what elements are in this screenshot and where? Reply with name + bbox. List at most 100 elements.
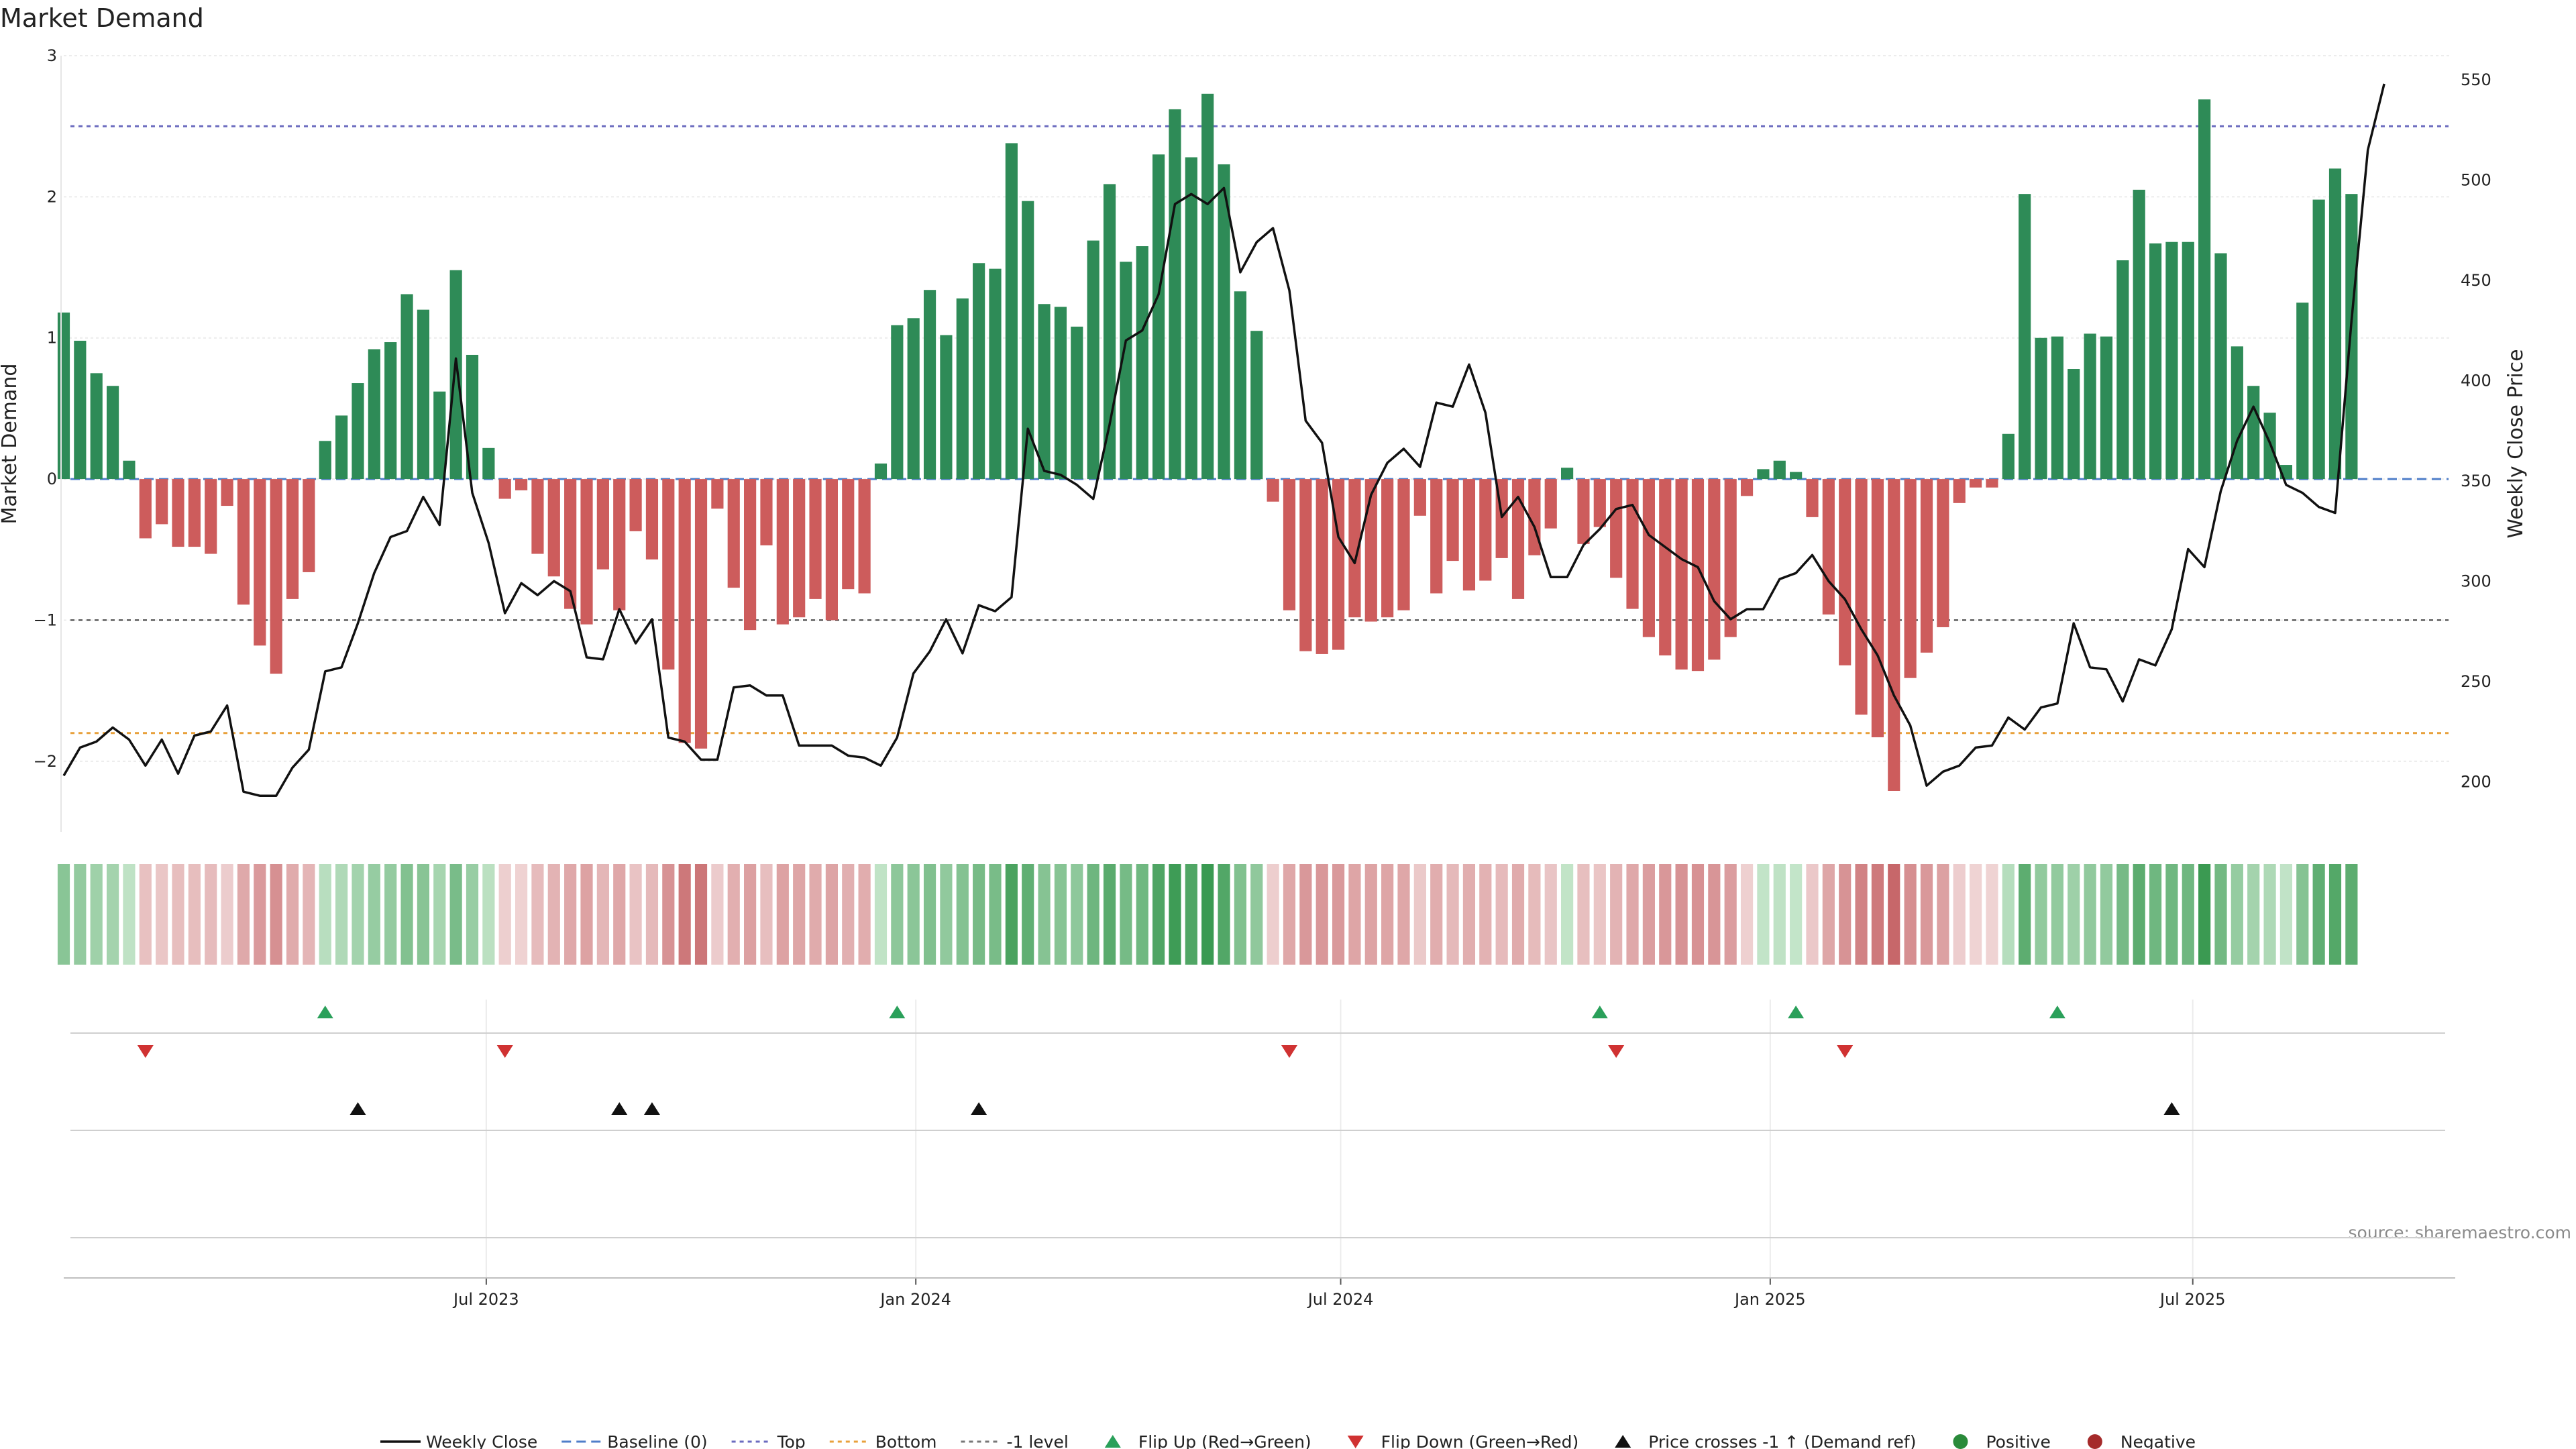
demand-bar xyxy=(1740,479,1754,496)
color-strip-cell xyxy=(1790,864,1803,965)
color-strip-cell xyxy=(1855,864,1868,965)
color-strip-cell xyxy=(1691,864,1705,965)
demand-bar xyxy=(1381,479,1394,618)
color-strip-cell xyxy=(515,864,528,965)
demand-bar xyxy=(580,479,593,625)
demand-bar xyxy=(1642,479,1655,637)
demand-bar xyxy=(139,479,152,539)
color-strip-cell xyxy=(1757,864,1770,965)
color-strip-cell xyxy=(368,864,380,965)
demand-bar xyxy=(1511,479,1525,599)
flip-down-marker xyxy=(1837,1045,1854,1058)
price-cross-marker xyxy=(611,1102,628,1115)
color-strip-cell xyxy=(923,864,936,965)
demand-bar xyxy=(384,342,397,480)
demand-bar xyxy=(1430,479,1443,594)
y-tick-label: −2 xyxy=(34,752,57,771)
demand-bar xyxy=(629,479,642,531)
y-axis-title: Market Demand xyxy=(0,364,21,525)
y2-tick-label: 550 xyxy=(2461,70,2491,89)
color-strip-cell xyxy=(156,864,168,965)
legend-marker xyxy=(1615,1435,1631,1448)
demand-bar xyxy=(433,391,446,480)
color-strip-cell xyxy=(662,864,675,965)
color-strip-cell xyxy=(1381,864,1394,965)
color-strip-cell xyxy=(2068,864,2080,965)
color-strip-cell xyxy=(2019,864,2031,965)
demand-bar xyxy=(368,349,380,480)
demand-bar xyxy=(1038,304,1051,480)
demand-bar xyxy=(1201,93,1214,480)
axes: −2 −1 0 1 2 3 200 250 300 350 400 450 500 550 Jul 2023… xyxy=(34,46,2491,1309)
flip-up-marker xyxy=(317,1006,333,1018)
demand-bar xyxy=(2165,241,2178,480)
color-strip-cell xyxy=(1822,864,1835,965)
color-strip-cell xyxy=(1234,864,1246,965)
price-cross-markers xyxy=(350,1102,2180,1115)
demand-bar xyxy=(973,263,985,480)
color-strip-cell xyxy=(335,864,348,965)
color-strip-cell xyxy=(205,864,217,965)
demand-bar xyxy=(2133,189,2145,480)
legend-marker xyxy=(1347,1436,1364,1448)
demand-bar xyxy=(613,479,626,610)
demand-bar xyxy=(1561,468,1574,480)
x-tick-label: Jul 2024 xyxy=(1307,1290,1374,1309)
y-tick-label: 3 xyxy=(47,46,57,65)
color-strip-cell xyxy=(172,864,184,965)
demand-bar xyxy=(1937,479,1949,627)
demand-bar xyxy=(1839,479,1851,665)
demand-bar xyxy=(907,318,920,480)
color-strip-cell xyxy=(1152,864,1165,965)
color-strip-cell xyxy=(188,864,201,965)
color-strip-cell xyxy=(303,864,315,965)
y-tick-label: −1 xyxy=(34,610,57,629)
color-strip-cell xyxy=(1054,864,1067,965)
color-strip-cell xyxy=(1740,864,1754,965)
demand-bar xyxy=(1462,479,1476,591)
demand-bar xyxy=(417,309,430,480)
y2-tick-label: 300 xyxy=(2461,572,2491,590)
color-strip-cell xyxy=(531,864,544,965)
demand-bar xyxy=(205,479,217,554)
color-strip-cell xyxy=(1316,864,1328,965)
color-strip-cell xyxy=(2035,864,2047,965)
demand-bar xyxy=(172,479,184,547)
demand-bar xyxy=(2149,243,2162,480)
color-strip-cell xyxy=(1479,864,1492,965)
legend-marker xyxy=(1953,1434,1968,1449)
color-strip-cell xyxy=(57,864,70,965)
x-tick-label: Jul 2023 xyxy=(452,1290,519,1309)
color-strip-cell xyxy=(2263,864,2276,965)
y2-axis-title: Weekly Close Price xyxy=(2504,349,2528,538)
chart-title: Market Demand xyxy=(0,3,204,33)
demand-bar xyxy=(2214,253,2227,480)
demand-bar xyxy=(286,479,299,599)
color-strip-cell xyxy=(2279,864,2293,965)
x-tick-label: Jul 2025 xyxy=(2159,1290,2226,1309)
legend-label: Top xyxy=(777,1432,806,1449)
legend-label: Negative xyxy=(2121,1432,2196,1449)
color-strip-cell xyxy=(596,864,609,965)
price-cross-marker xyxy=(2163,1102,2180,1115)
demand-bar xyxy=(123,460,136,480)
demand-bar xyxy=(188,479,201,547)
color-strip-cell xyxy=(106,864,119,965)
color-strip-cell xyxy=(1724,864,1737,965)
weekly-close-line xyxy=(62,83,2385,797)
y2-tick-label: 350 xyxy=(2461,472,2491,490)
flip-down-marker xyxy=(1281,1045,1297,1058)
x-tick-label: Jan 2025 xyxy=(1733,1290,1806,1309)
legend-marker xyxy=(1104,1435,1121,1448)
demand-bar xyxy=(270,479,282,674)
y-tick-label: 0 xyxy=(47,470,57,488)
demand-bar xyxy=(90,373,103,480)
demand-bar xyxy=(1773,460,1786,480)
color-strip-cell xyxy=(956,864,969,965)
color-strip-cell xyxy=(1708,864,1721,965)
demand-bar xyxy=(1005,143,1018,480)
color-strip-cell xyxy=(466,864,479,965)
demand-bar xyxy=(825,479,838,621)
weekly-close-series-line xyxy=(62,83,2385,797)
color-strip-cell xyxy=(400,864,413,965)
